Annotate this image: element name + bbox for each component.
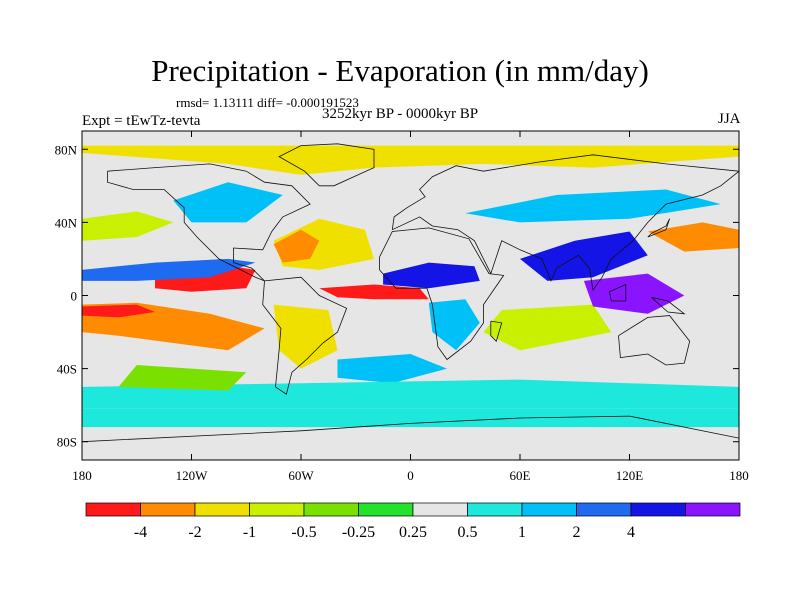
colorbar: -4 -2 -1 -0.5 -0.25 0.25 0.5 1 2 4 xyxy=(85,502,741,541)
coastline-eurasia xyxy=(391,154,739,292)
coastline-japan xyxy=(647,218,670,238)
region-south-atlantic-wet xyxy=(337,354,447,384)
x-tick-label: 120W xyxy=(176,468,209,483)
region-antarctic-wet xyxy=(82,408,739,428)
coastline-south-america xyxy=(262,276,348,395)
y-tick-label: 40S xyxy=(57,362,77,377)
colorbar-swatch xyxy=(194,502,250,517)
colorbar-label: 0.25 xyxy=(399,524,427,541)
coastline-africa xyxy=(379,227,505,361)
coastline-borneo xyxy=(609,283,627,302)
region-southern-ocean-wet xyxy=(82,379,739,409)
region-north-america-wet xyxy=(173,182,283,223)
season-label: JJA xyxy=(718,111,741,127)
y-tick-label: 80N xyxy=(55,142,78,157)
coastline-madagascar xyxy=(490,320,503,342)
region-north-pacific-dry xyxy=(82,211,174,241)
region-eurasia-wet xyxy=(465,189,721,223)
coastline-australia xyxy=(618,315,691,366)
y-axis: 80N 40N 0 40S 80S xyxy=(55,142,739,450)
region-arctic-dry xyxy=(82,145,739,175)
x-tick-label: 180 xyxy=(72,468,92,483)
anomaly-regions xyxy=(82,145,739,428)
coastline-antarctica xyxy=(82,415,739,443)
x-tick-label: 180 xyxy=(729,468,749,483)
region-sahel-wet xyxy=(383,262,480,289)
x-tick-label: 0 xyxy=(407,468,414,483)
region-south-asia-wet xyxy=(520,231,648,281)
x-tick-label: 60W xyxy=(288,468,314,483)
coastlines xyxy=(82,143,739,443)
colorbar-label: 0.5 xyxy=(458,524,478,541)
colorbar-swatch xyxy=(630,502,686,517)
colorbar-swatch xyxy=(576,502,632,517)
colorbar-swatch xyxy=(521,502,577,517)
region-caribbean-drying xyxy=(273,229,320,263)
colorbar-label: 2 xyxy=(573,524,581,541)
colorbar-swatch xyxy=(249,502,305,517)
colorbar-swatch xyxy=(467,502,523,517)
y-tick-label: 80S xyxy=(57,435,77,450)
colorbar-swatch xyxy=(685,502,741,517)
colorbar-swatch xyxy=(85,502,141,517)
y-tick-label: 40N xyxy=(55,215,78,230)
colorbar-label: 1 xyxy=(518,524,526,541)
stats-text: rmsd= 1.13111 diff= -0.000191523 xyxy=(176,95,359,110)
colorbar-label: -4 xyxy=(134,524,147,541)
colorbar-label: -0.25 xyxy=(342,524,375,541)
region-southern-ocean-dry xyxy=(118,365,247,391)
coastline-new-guinea xyxy=(651,296,686,315)
x-axis: 180 120W 60W 0 60E 120E 180 xyxy=(72,131,749,483)
colorbar-swatch xyxy=(303,502,359,517)
coastline-north-america xyxy=(107,163,311,282)
region-south-america-dry xyxy=(273,304,338,369)
region-south-pacific-red xyxy=(82,304,155,318)
x-tick-label: 120E xyxy=(616,468,644,483)
x-tick-label: 60E xyxy=(510,468,531,483)
coastline-greenland xyxy=(278,143,375,187)
colorbar-swatch xyxy=(412,502,468,517)
colorbar-label: -1 xyxy=(243,524,256,541)
experiment-label: Expt = tEwTz-tevta xyxy=(82,113,201,129)
region-indian-ocean-dry xyxy=(483,304,612,351)
colorbar-label: -2 xyxy=(188,524,201,541)
region-west-pacific-dry xyxy=(647,222,739,252)
colorbar-label: 4 xyxy=(627,524,635,541)
region-africa-south-wet xyxy=(428,299,480,351)
region-tropical-pacific-wet xyxy=(82,258,256,281)
region-indonesia-wet xyxy=(583,273,685,314)
colorbar-swatch xyxy=(358,502,414,517)
y-tick-label: 0 xyxy=(71,289,78,304)
colorbar-swatch xyxy=(140,502,196,517)
chart-title: Precipitation - Evaporation (in mm/day) xyxy=(151,53,649,88)
period-label: 3252kyr BP - 0000kyr BP xyxy=(322,106,479,122)
colorbar-label: -0.5 xyxy=(291,524,316,541)
